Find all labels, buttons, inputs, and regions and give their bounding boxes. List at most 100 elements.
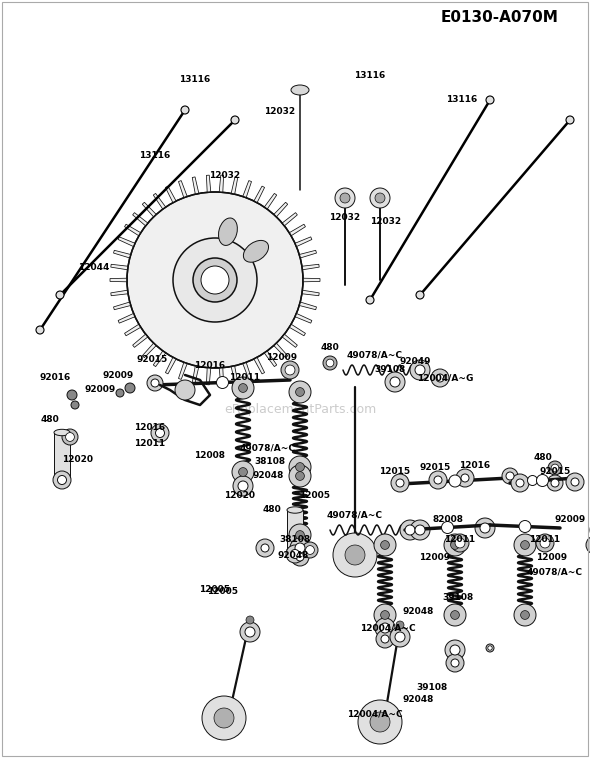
Circle shape (65, 433, 74, 441)
Polygon shape (219, 368, 224, 385)
Text: 12016: 12016 (460, 462, 490, 471)
Polygon shape (302, 290, 319, 296)
Circle shape (520, 540, 529, 550)
Circle shape (381, 540, 389, 550)
Circle shape (286, 545, 304, 563)
Polygon shape (242, 180, 251, 198)
Text: 92049: 92049 (399, 358, 431, 367)
Text: 12011: 12011 (529, 535, 560, 544)
Text: 82008: 82008 (432, 515, 464, 525)
Polygon shape (179, 362, 187, 380)
Circle shape (486, 96, 494, 104)
Polygon shape (282, 334, 297, 347)
Polygon shape (111, 265, 128, 270)
Polygon shape (206, 368, 211, 385)
Circle shape (201, 266, 229, 294)
Circle shape (306, 546, 314, 554)
Text: 12016: 12016 (135, 424, 166, 433)
Circle shape (296, 553, 304, 561)
Circle shape (429, 471, 447, 489)
Circle shape (441, 522, 454, 534)
Text: 12004/A~C: 12004/A~C (360, 624, 416, 632)
Ellipse shape (218, 218, 237, 246)
Circle shape (514, 604, 536, 626)
Circle shape (296, 387, 304, 396)
Circle shape (125, 383, 135, 393)
Circle shape (381, 611, 389, 619)
Circle shape (345, 545, 365, 565)
Polygon shape (124, 224, 141, 236)
Circle shape (461, 474, 469, 482)
Bar (54, 433, 70, 478)
Circle shape (396, 479, 404, 487)
Circle shape (127, 192, 303, 368)
Circle shape (451, 540, 460, 550)
Polygon shape (254, 357, 264, 374)
Bar (287, 510, 303, 550)
Text: 12032: 12032 (329, 214, 360, 223)
Circle shape (238, 481, 248, 491)
Polygon shape (231, 366, 238, 383)
Text: 38108: 38108 (254, 458, 286, 466)
Polygon shape (113, 250, 131, 258)
Polygon shape (110, 278, 127, 282)
Circle shape (586, 536, 590, 554)
Circle shape (444, 534, 466, 556)
Circle shape (333, 533, 377, 577)
Circle shape (231, 116, 239, 124)
Circle shape (551, 464, 559, 471)
Circle shape (511, 474, 529, 492)
Text: 92048: 92048 (402, 696, 434, 704)
Circle shape (232, 461, 254, 483)
Circle shape (326, 359, 334, 367)
Circle shape (232, 377, 254, 399)
Circle shape (375, 618, 395, 638)
Circle shape (436, 374, 444, 382)
Text: 92009: 92009 (103, 371, 133, 380)
Circle shape (516, 479, 524, 487)
Circle shape (238, 468, 247, 476)
Circle shape (217, 377, 228, 389)
Circle shape (62, 429, 78, 445)
Text: 92015: 92015 (539, 468, 571, 477)
Circle shape (281, 361, 299, 379)
Circle shape (391, 474, 409, 492)
Polygon shape (299, 302, 316, 310)
Polygon shape (153, 351, 166, 367)
Polygon shape (302, 265, 319, 270)
Circle shape (451, 534, 469, 552)
Text: 12011: 12011 (230, 374, 261, 383)
Text: 12004/A~C: 12004/A~C (347, 709, 403, 719)
Circle shape (415, 365, 425, 375)
Text: 480: 480 (320, 343, 339, 352)
Circle shape (455, 538, 465, 548)
Circle shape (238, 384, 247, 393)
Circle shape (366, 296, 374, 304)
Circle shape (547, 475, 563, 491)
Text: 13116: 13116 (447, 96, 478, 105)
Polygon shape (142, 202, 156, 217)
Polygon shape (124, 324, 141, 336)
Circle shape (444, 604, 466, 626)
Text: 12032: 12032 (264, 108, 296, 117)
Circle shape (451, 611, 460, 619)
Text: 480: 480 (41, 415, 60, 424)
Circle shape (296, 462, 304, 471)
Polygon shape (118, 236, 135, 246)
Circle shape (151, 379, 159, 387)
Ellipse shape (54, 429, 70, 436)
Circle shape (323, 356, 337, 370)
Text: E0130-A070M: E0130-A070M (441, 11, 559, 26)
Text: 92009: 92009 (84, 386, 116, 394)
Circle shape (400, 520, 420, 540)
Polygon shape (111, 290, 128, 296)
Text: 39108: 39108 (442, 594, 474, 603)
Text: 12005: 12005 (300, 490, 330, 500)
Text: 49078/A~C: 49078/A~C (527, 568, 583, 577)
Circle shape (296, 471, 304, 481)
Polygon shape (289, 324, 306, 336)
Polygon shape (179, 180, 187, 198)
Circle shape (405, 525, 415, 535)
Polygon shape (295, 313, 312, 323)
Circle shape (451, 659, 459, 667)
